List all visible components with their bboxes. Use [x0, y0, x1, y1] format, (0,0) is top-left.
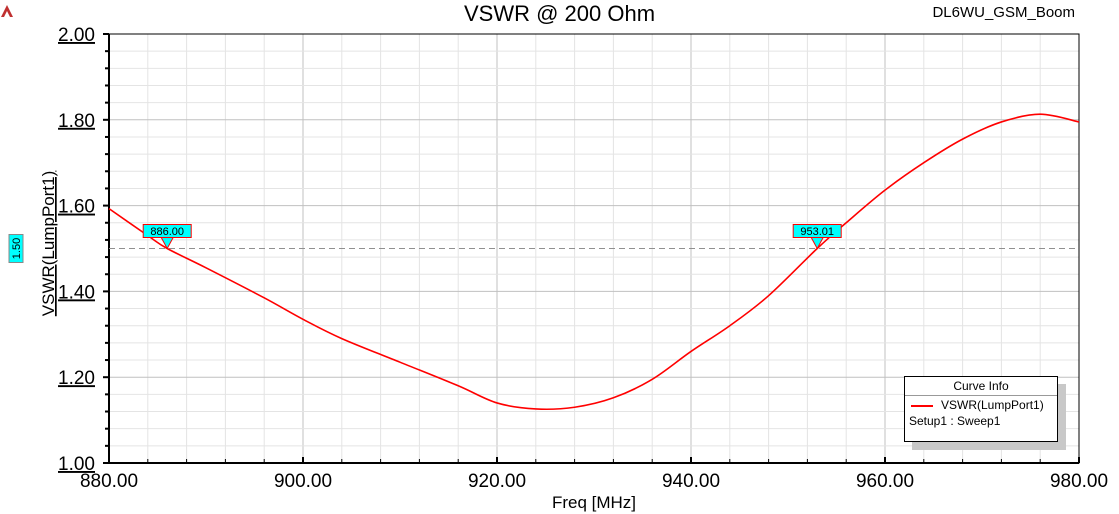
marker-label: 886.00: [150, 226, 184, 238]
reference-label-box: [8, 234, 24, 263]
y-axis-label: VSWR(LumpPort1): [39, 171, 58, 316]
x-axis-label: Freq [MHz]: [552, 493, 636, 512]
legend-swatch: [911, 404, 933, 407]
y-tick-label: 1.60: [58, 197, 95, 218]
chart-title: VSWR @ 200 Ohm: [463, 1, 656, 26]
y-tick-label: 1.40: [58, 282, 95, 303]
x-tick-label: 900.00: [274, 471, 332, 492]
legend-title: Curve Info: [905, 377, 1057, 396]
x-tick-label: 960.00: [856, 471, 914, 492]
x-tick-label: 940.00: [662, 471, 720, 492]
y-tick-label: 1.20: [58, 368, 95, 389]
marker-label: 953.01: [800, 226, 834, 238]
x-tick-label: 880.00: [80, 471, 138, 492]
x-tick-label: 920.00: [468, 471, 526, 492]
legend-series: VSWR(LumpPort1): [941, 398, 1044, 412]
y-tick-label: 2.00: [58, 25, 95, 46]
y-tick-label: 1.00: [58, 454, 95, 475]
legend-setup: Setup1 : Sweep1: [909, 414, 1001, 428]
x-tick-label: 980.00: [1050, 471, 1108, 492]
project-name: DL6WU_GSM_Boom: [932, 4, 1075, 21]
marker-pointer: [810, 237, 825, 250]
series-line: [108, 113, 1080, 411]
marker-label-box: [792, 224, 842, 238]
reference-label: 1.50: [11, 238, 23, 259]
marker-label-box: [142, 224, 192, 238]
legend[interactable]: Curve Info VSWR(LumpPort1) Setup1 : Swee…: [904, 376, 1058, 442]
legend-entry: VSWR(LumpPort1): [905, 396, 1057, 412]
ansys-logo-icon: [1, 5, 13, 17]
y-tick-label: 1.80: [58, 111, 95, 132]
